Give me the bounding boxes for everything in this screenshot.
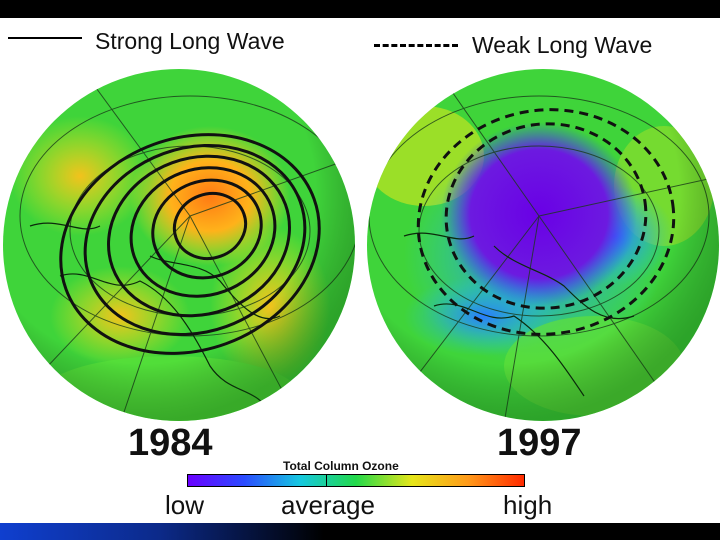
dashed-line-legend-sample <box>374 44 458 47</box>
ozone-color-scale-bar <box>187 474 525 487</box>
year-label-1984: 1984 <box>128 422 213 464</box>
bottom-gradient-bar <box>0 523 720 540</box>
scale-average-label: average <box>281 490 375 520</box>
weak-long-wave-label: Weak Long Wave <box>472 32 653 58</box>
top-black-bar <box>0 0 720 18</box>
scale-low-label: low <box>165 490 205 520</box>
globe-1997-image <box>367 69 719 421</box>
solid-line-legend-sample <box>8 37 82 39</box>
globe-1984-image <box>3 69 355 421</box>
strong-long-wave-label: Strong Long Wave <box>95 28 285 54</box>
colorbar-average-tick <box>326 474 327 487</box>
color-scale-title: Total Column Ozone <box>283 459 399 473</box>
scale-high-label: high <box>503 490 553 520</box>
year-label-1997: 1997 <box>497 422 582 464</box>
